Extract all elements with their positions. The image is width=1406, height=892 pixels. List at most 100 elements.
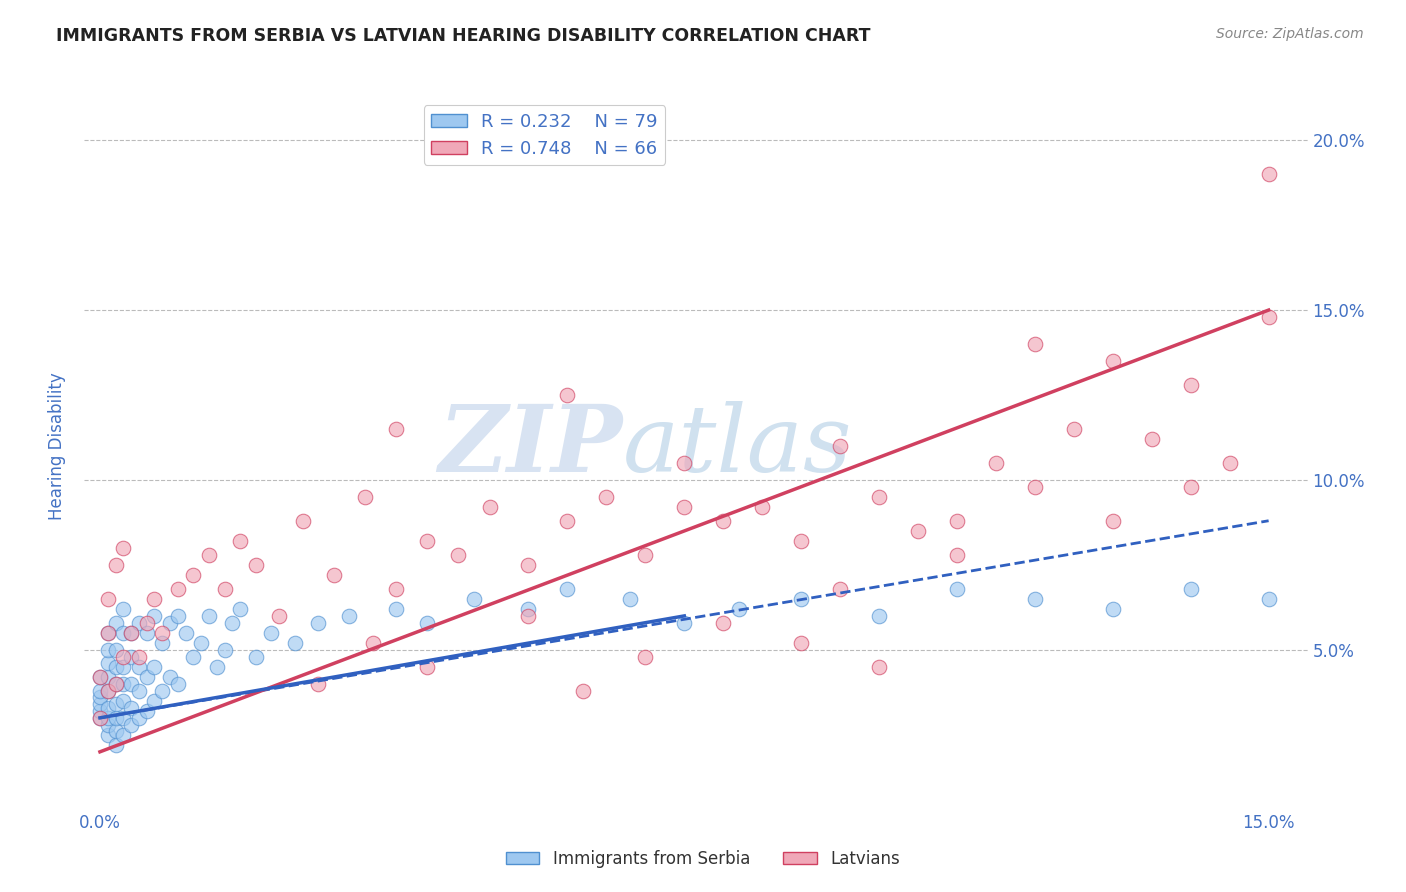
Point (385, 582, 408, 596)
Point (112, 728, 135, 742)
Point (229, 602, 252, 616)
Point (478, 500, 501, 515)
Text: IMMIGRANTS FROM SERBIA VS LATVIAN HEARING DISABILITY CORRELATION CHART: IMMIGRANTS FROM SERBIA VS LATVIAN HEARIN… (56, 27, 870, 45)
Point (416, 660, 439, 674)
Point (104, 738, 127, 752)
Point (1180, 377, 1202, 392)
Point (353, 490, 375, 504)
Point (557, 582, 579, 596)
Point (269, 608, 291, 623)
Y-axis label: Hearing Disability: Hearing Disability (48, 372, 66, 520)
Point (830, 439, 852, 453)
Point (89, 711, 111, 725)
Point (97, 728, 120, 742)
Point (245, 649, 267, 664)
Point (174, 626, 197, 640)
Point (104, 558, 127, 572)
Point (112, 541, 135, 555)
Point (135, 704, 157, 718)
Point (517, 558, 540, 572)
Point (385, 602, 408, 616)
Point (751, 500, 773, 515)
Point (128, 683, 150, 698)
Point (135, 626, 157, 640)
Point (673, 456, 696, 470)
Point (1024, 337, 1046, 351)
Point (1257, 310, 1279, 324)
Point (984, 456, 1007, 470)
Point (284, 636, 307, 650)
Point (112, 602, 135, 616)
Point (97, 670, 120, 684)
Point (946, 548, 969, 562)
Point (595, 490, 617, 504)
Text: ZIP: ZIP (439, 401, 623, 491)
Point (166, 582, 188, 596)
Point (104, 724, 127, 739)
Point (104, 677, 127, 691)
Point (416, 615, 439, 630)
Point (89, 704, 111, 718)
Point (557, 514, 579, 528)
Point (830, 582, 852, 596)
Point (183, 568, 205, 582)
Point (557, 388, 579, 402)
Point (89, 698, 111, 712)
Point (291, 514, 314, 528)
Point (946, 514, 969, 528)
Point (120, 626, 142, 640)
Point (673, 615, 696, 630)
Point (97, 657, 120, 671)
Point (868, 490, 890, 504)
Point (159, 615, 181, 630)
Point (128, 711, 150, 725)
Point (1101, 602, 1123, 616)
Point (97, 683, 120, 698)
Point (1140, 432, 1163, 446)
Point (517, 602, 540, 616)
Point (463, 591, 485, 606)
Point (120, 677, 142, 691)
Point (385, 422, 408, 436)
Point (198, 608, 221, 623)
Point (619, 591, 641, 606)
Point (143, 660, 166, 674)
Point (112, 677, 135, 691)
Point (120, 649, 142, 664)
Point (790, 591, 813, 606)
Point (120, 717, 142, 731)
Point (361, 636, 384, 650)
Point (104, 698, 127, 712)
Point (205, 660, 228, 674)
Point (150, 683, 173, 698)
Point (1024, 480, 1046, 494)
Point (868, 608, 890, 623)
Point (229, 534, 252, 549)
Point (166, 608, 188, 623)
Point (112, 660, 135, 674)
Point (416, 534, 439, 549)
Legend: R = 0.232    N = 79, R = 0.748    N = 66: R = 0.232 N = 79, R = 0.748 N = 66 (423, 105, 665, 165)
Point (1180, 480, 1202, 494)
Point (89, 670, 111, 684)
Point (128, 615, 150, 630)
Point (307, 615, 329, 630)
Point (120, 700, 142, 714)
Point (89, 683, 111, 698)
Point (97, 683, 120, 698)
Point (89, 670, 111, 684)
Point (634, 649, 657, 664)
Point (159, 670, 181, 684)
Point (120, 626, 142, 640)
Point (1219, 456, 1241, 470)
Point (112, 626, 135, 640)
Point (112, 694, 135, 708)
Point (112, 649, 135, 664)
Point (128, 660, 150, 674)
Point (221, 615, 243, 630)
Point (97, 711, 120, 725)
Point (711, 615, 734, 630)
Point (634, 548, 657, 562)
Point (143, 608, 166, 623)
Point (1101, 354, 1123, 368)
